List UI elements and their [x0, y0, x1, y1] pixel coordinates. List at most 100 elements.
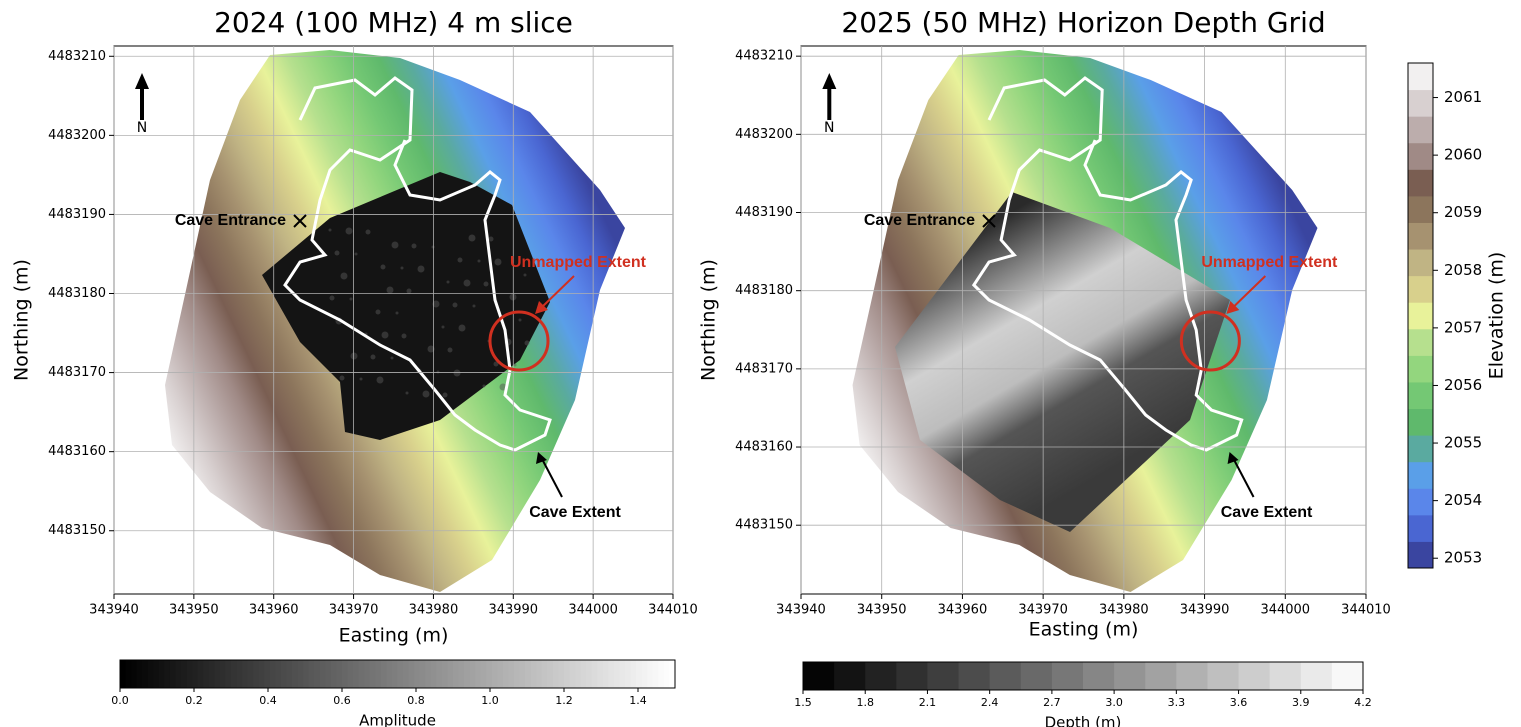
unmapped-circle — [1179, 310, 1241, 372]
colorbar-step — [225, 660, 232, 688]
colorbar-step — [219, 660, 226, 688]
x-tick-label: 343970 — [1018, 603, 1068, 618]
colorbar-step — [580, 660, 587, 688]
x-tick-label: 344000 — [568, 603, 618, 618]
colorbar-step — [336, 660, 343, 688]
colorbar-step — [1331, 662, 1364, 690]
amplitude-speck — [472, 304, 476, 308]
y-tick-label: 4483170 — [735, 361, 793, 376]
colorbar-step — [514, 660, 521, 688]
amplitude-speck — [457, 257, 463, 263]
colorbar-step — [602, 660, 609, 688]
colorbar-step — [1114, 662, 1146, 690]
colorbar-frame — [119, 659, 676, 689]
colorbar-step — [1408, 222, 1433, 250]
colorbar-step — [586, 660, 593, 688]
colorbar-frame — [802, 661, 1364, 691]
colorbar-step — [541, 660, 548, 688]
colorbar-step — [292, 660, 299, 688]
amplitude-speck — [354, 252, 358, 256]
colorbar-label: Amplitude — [359, 712, 436, 727]
y-tick-label: 4483160 — [48, 444, 106, 459]
colorbar-step — [1269, 662, 1302, 690]
amplitude-speck — [513, 363, 517, 367]
colorbar-step — [242, 660, 249, 688]
colorbar-step — [613, 660, 620, 688]
colorbar-step — [1408, 116, 1433, 144]
entrance-marker — [293, 214, 307, 228]
colorbar-step — [1020, 662, 1053, 690]
unmapped-arrow-head — [1226, 301, 1240, 314]
amplitude-speck — [463, 279, 471, 287]
colorbar-step — [369, 660, 376, 688]
colorbar-step — [164, 660, 171, 688]
x-tick-label: 344000 — [1260, 603, 1310, 618]
colorbar-step — [834, 662, 866, 690]
colorbar-step — [136, 660, 143, 688]
x-tick-label: 343980 — [1099, 603, 1149, 618]
x-tick-label: 343940 — [89, 603, 139, 618]
y-tick-label: 4483160 — [735, 440, 793, 455]
colorbar-step — [519, 660, 526, 688]
amplitude-speck — [452, 302, 458, 308]
amplitude-speck — [406, 288, 412, 294]
amplitude-speck — [417, 265, 425, 273]
colorbar-step — [447, 660, 454, 688]
colorbar-step — [663, 660, 670, 688]
amplitude-speck — [359, 377, 363, 381]
amplitude-speck — [340, 272, 348, 280]
amplitude-speck — [432, 300, 440, 308]
amplitude-speck — [345, 227, 353, 235]
amplitude-speck — [441, 325, 445, 329]
colorbar-tick-label: 0.0 — [111, 694, 129, 707]
colorbar-step — [419, 660, 426, 688]
amplitude-speck — [350, 352, 358, 360]
colorbar-step — [480, 660, 487, 688]
colorbar-step — [497, 660, 504, 688]
x-tick-label: 343990 — [488, 603, 538, 618]
colorbar-tick-label: 3.0 — [1105, 696, 1123, 709]
colorbar-tick-label: 1.0 — [481, 694, 499, 707]
cave-outline — [971, 76, 1244, 452]
colorbar-step — [575, 660, 582, 688]
colorbar-step — [1408, 514, 1433, 542]
colorbar-tick-label: 2059 — [1444, 203, 1482, 221]
colorbar-step — [597, 660, 604, 688]
colorbar-step — [1408, 461, 1433, 489]
amplitude-speck — [477, 259, 481, 263]
colorbar-step — [353, 660, 360, 688]
x-axis-label: Easting (m) — [339, 625, 449, 647]
annotation: Cave Entrance — [864, 212, 975, 229]
colorbar-tick-label: 3.9 — [1292, 696, 1310, 709]
colorbar-step — [186, 660, 193, 688]
x-tick-label: 343990 — [1180, 603, 1230, 618]
colorbar-tick-label: 2.4 — [981, 696, 999, 709]
colorbar-step — [325, 660, 332, 688]
amplitude-speck — [411, 243, 417, 249]
amplitude-speck — [427, 345, 435, 353]
colorbar-step — [591, 660, 598, 688]
amplitude-speck — [493, 361, 499, 367]
colorbar-tick-label: 2053 — [1444, 549, 1482, 567]
amplitude-speck — [524, 340, 530, 346]
amplitude-speck — [391, 241, 399, 249]
amplitude-speck — [401, 333, 407, 339]
entrance-marker — [982, 214, 996, 228]
amplitude-speck — [518, 318, 522, 322]
colorbar-step — [1408, 169, 1433, 197]
colorbar-step — [989, 662, 1022, 690]
annotation: Cave Extent — [529, 504, 621, 521]
colorbar-step — [552, 660, 559, 688]
amplitude-speck — [523, 273, 527, 277]
cave-outline — [283, 76, 552, 452]
colorbar-tick-label: 0.2 — [185, 694, 203, 707]
colorbar-step — [314, 660, 321, 688]
colorbar-step — [175, 660, 182, 688]
unmapped-circle — [488, 310, 550, 372]
colorbar-step — [203, 660, 210, 688]
colorbar-step — [330, 660, 337, 688]
colorbar-step — [236, 660, 243, 688]
amplitude-speck — [349, 297, 353, 301]
amplitude-speck — [447, 347, 453, 353]
